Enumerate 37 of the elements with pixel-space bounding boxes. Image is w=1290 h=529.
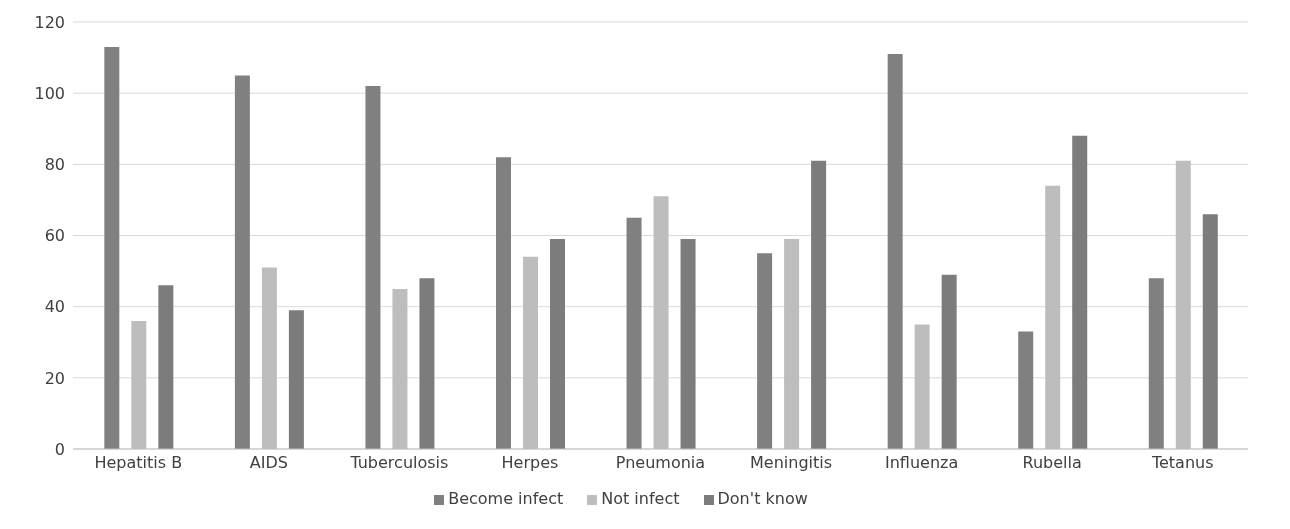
bar bbox=[887, 54, 903, 449]
bar bbox=[757, 253, 773, 449]
x-tick-label: Tuberculosis bbox=[349, 453, 449, 473]
x-tick-label: Hepatitis B bbox=[94, 453, 183, 473]
x-tick-label: Herpes bbox=[501, 453, 559, 473]
x-tick-label: Pneumonia bbox=[615, 453, 706, 473]
x-tick-label: Meningitis bbox=[750, 453, 833, 473]
bar bbox=[1202, 214, 1218, 449]
bar bbox=[1072, 135, 1088, 449]
bar bbox=[811, 160, 827, 449]
bar bbox=[626, 217, 642, 449]
y-tick-label: 80 bbox=[44, 155, 65, 175]
legend-label: Not infect bbox=[601, 489, 680, 508]
bar bbox=[104, 46, 120, 449]
bar bbox=[550, 239, 565, 449]
x-tick-label: Rubella bbox=[1022, 453, 1082, 473]
legend-label: Don't know bbox=[717, 489, 808, 508]
bar bbox=[1148, 278, 1164, 449]
bar bbox=[419, 278, 435, 449]
y-tick-label: 100 bbox=[34, 83, 65, 103]
y-tick-label: 20 bbox=[44, 368, 65, 388]
bar bbox=[941, 274, 957, 449]
bar bbox=[496, 157, 511, 449]
x-tick-label: Tetanus bbox=[1150, 453, 1214, 473]
y-tick-label: 120 bbox=[34, 12, 65, 32]
y-tick-label: 40 bbox=[44, 297, 65, 317]
y-tick-label: 0 bbox=[54, 439, 65, 459]
bar bbox=[365, 86, 381, 449]
bar bbox=[288, 310, 304, 449]
x-tick-label: AIDS bbox=[249, 453, 288, 473]
bar bbox=[234, 75, 250, 449]
bar bbox=[680, 239, 696, 449]
legend-label: Become infect bbox=[448, 489, 564, 508]
bar bbox=[158, 285, 174, 449]
x-tick-label: Influenza bbox=[884, 453, 959, 473]
bar bbox=[1018, 331, 1034, 449]
y-tick-label: 60 bbox=[44, 226, 65, 246]
